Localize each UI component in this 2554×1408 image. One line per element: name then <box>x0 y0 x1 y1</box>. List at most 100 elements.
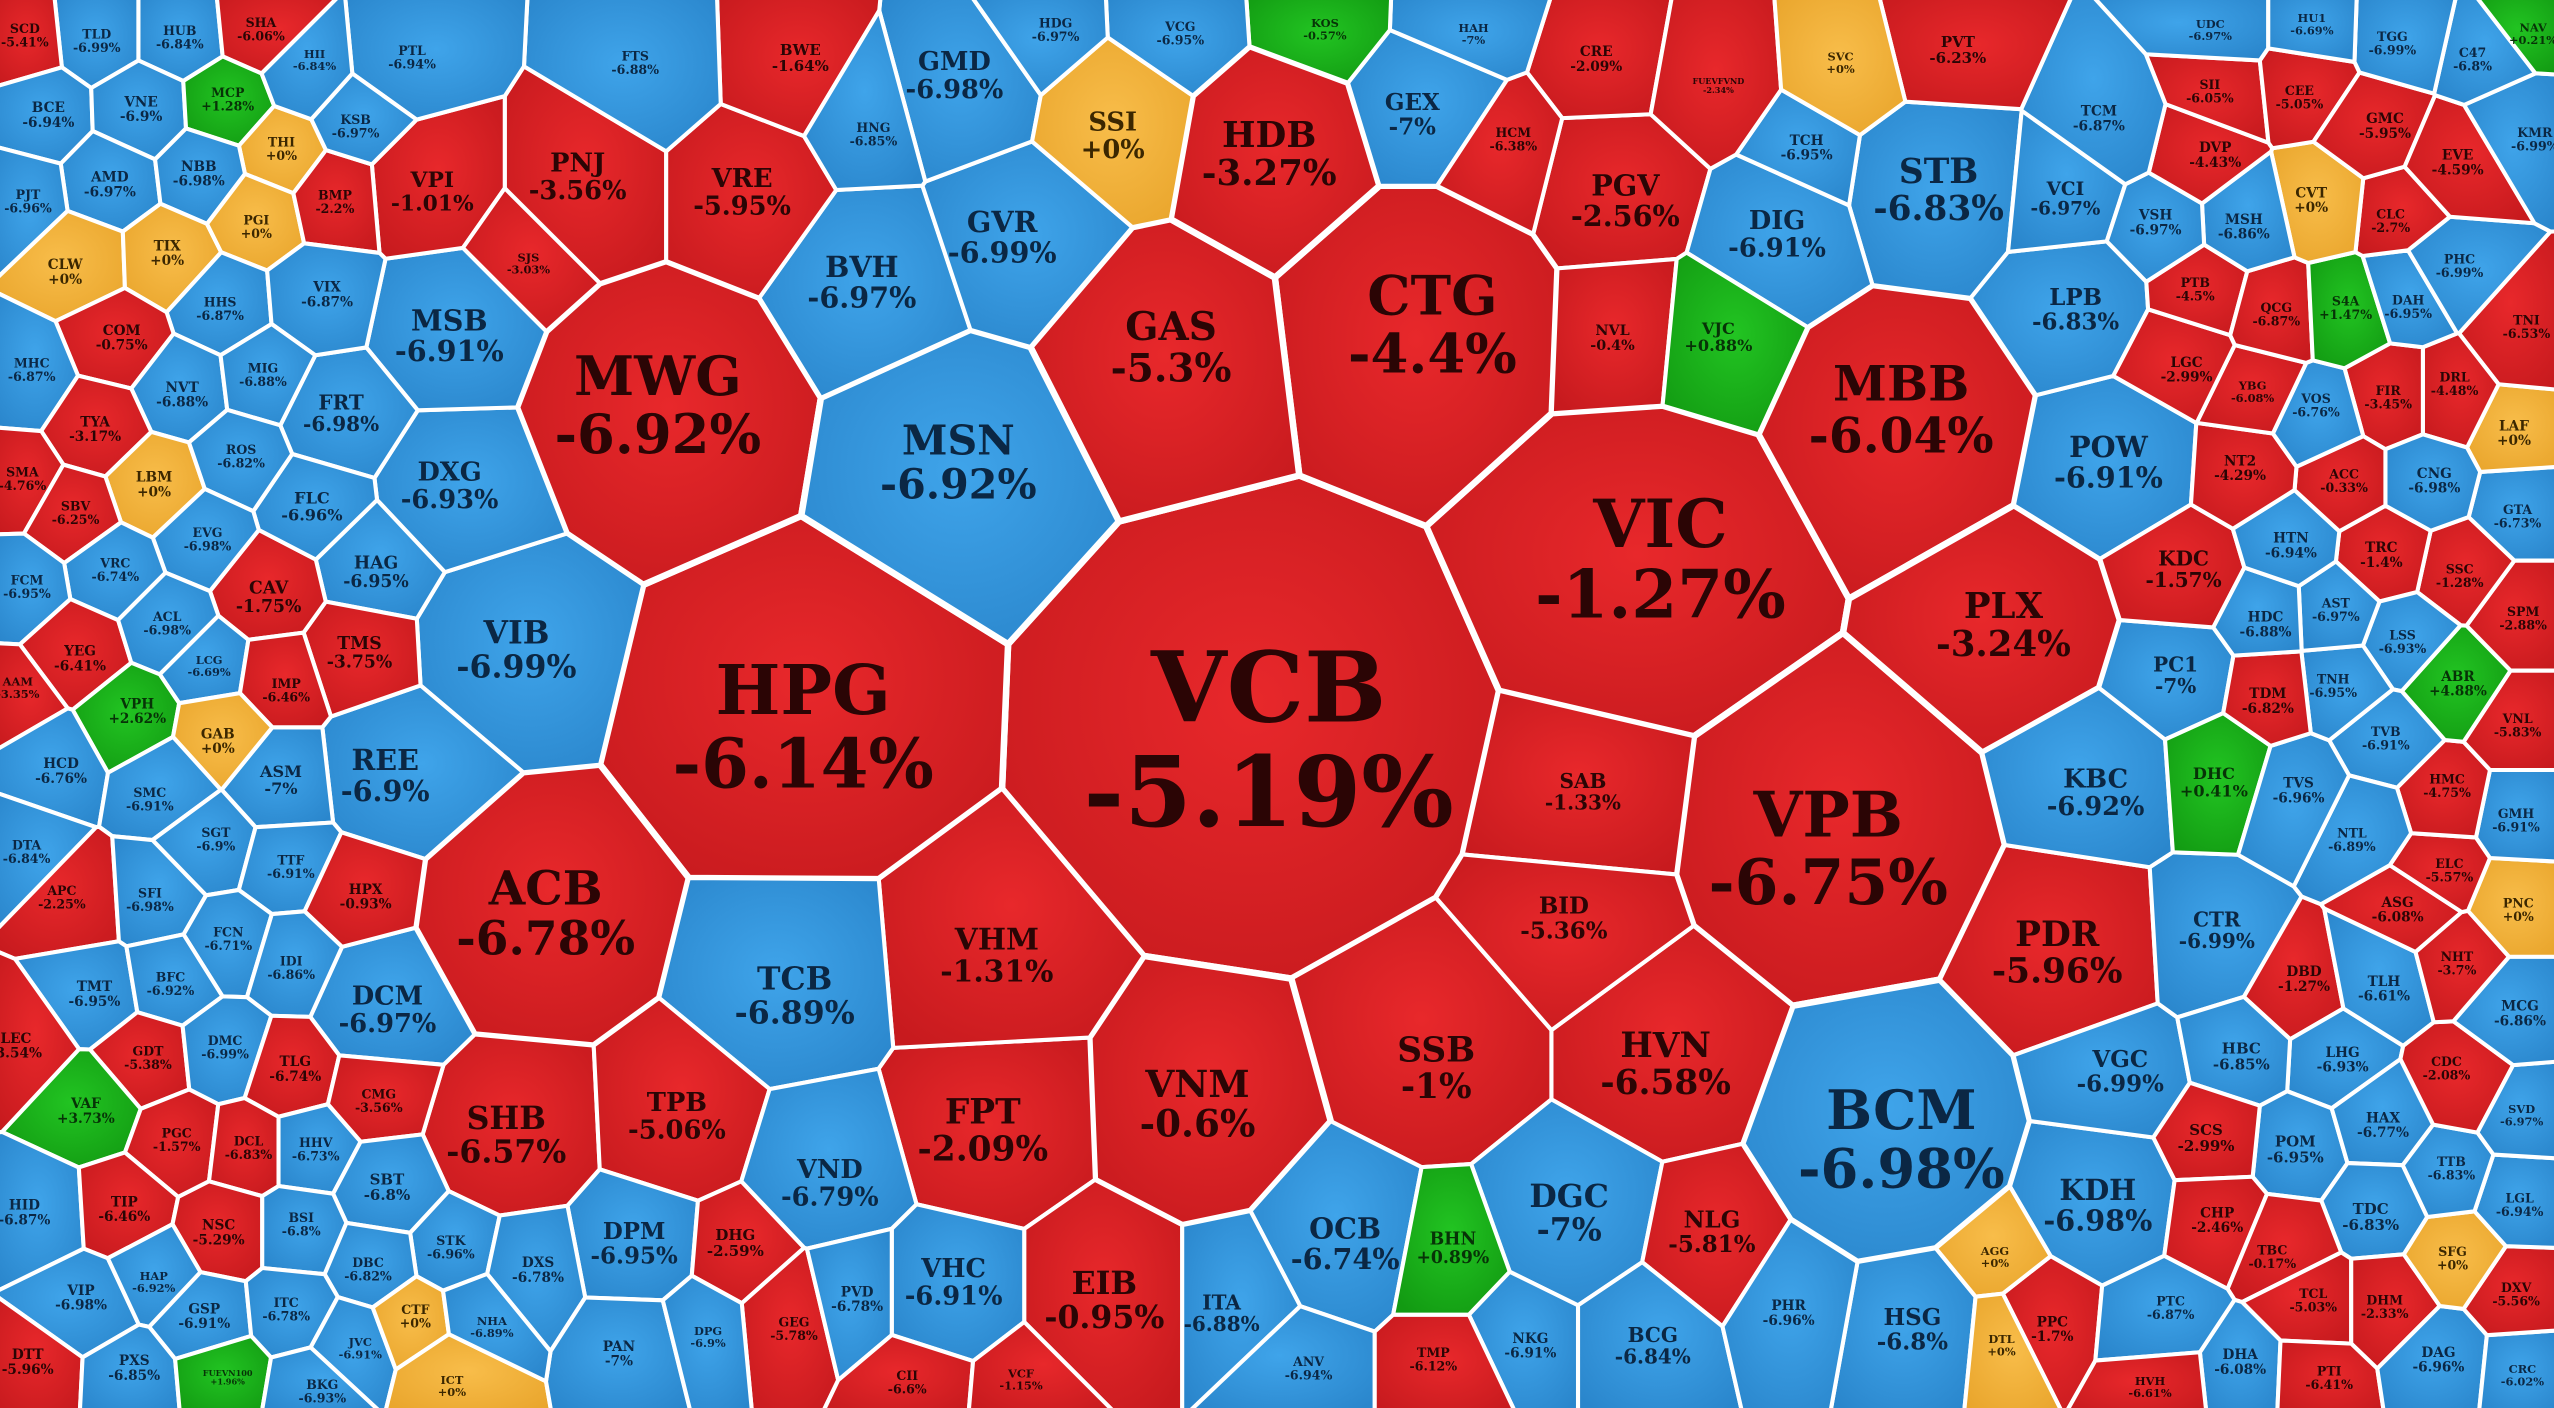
stock-cell-bhn[interactable]: BHN+0.89% <box>1391 1162 1512 1317</box>
stock-cell-dcm[interactable]: DCM-6.97% <box>308 925 477 1067</box>
stock-cell-tya[interactable]: TYA-3.17% <box>39 373 154 479</box>
stock-cell-nht[interactable]: NHT-3.7% <box>2413 908 2512 1025</box>
ticker-label: HHV <box>299 1135 333 1150</box>
stock-cell-nha[interactable]: NHA-6.89% <box>441 1271 553 1384</box>
stock-cell-dgc[interactable]: DGC-7% <box>1469 1097 1665 1308</box>
stock-cell-gas[interactable]: GAS-5.3% <box>1027 215 1303 525</box>
stock-cell-bcm[interactable]: BCM-6.98% <box>1738 976 2034 1266</box>
stock-cell-dah[interactable]: DAH-6.95% <box>2360 248 2460 350</box>
stock-cell-apc[interactable]: APC-2.25% <box>0 824 121 961</box>
stock-cell-hvh[interactable]: HVH-6.61% <box>2064 1350 2208 1408</box>
change-label: -6.88% <box>239 374 287 389</box>
stock-cell-evg[interactable]: EVG-6.98% <box>150 486 261 594</box>
stock-cell-nbb[interactable]: NBB-6.98% <box>153 126 248 226</box>
stock-cell-vhc[interactable]: VHC-6.91% <box>889 1202 1027 1364</box>
stock-cell-ita[interactable]: ITA-6.88% <box>1180 1208 1303 1408</box>
stock-cell-dcl[interactable]: DCL-6.83% <box>206 1096 281 1199</box>
stock-cell-tgg[interactable]: TGG-6.99% <box>2352 0 2458 96</box>
stock-cell-pgv[interactable]: PGV-2.56% <box>1531 112 1713 271</box>
stock-cell-crc[interactable]: CRC-6.02% <box>2477 1328 2554 1408</box>
stock-cell-tvs[interactable]: TVS-6.96% <box>2235 731 2352 889</box>
stock-cell-eib[interactable]: EIB-0.95% <box>1022 1177 1185 1408</box>
stock-cell-bsi[interactable]: BSI-6.8% <box>260 1184 349 1277</box>
stock-cell-vcb[interactable]: VCB-5.19% <box>998 472 1503 982</box>
stock-cell-ctg[interactable]: CTG-4.4% <box>1271 182 1561 530</box>
stock-cell-acb[interactable]: ACB-6.78% <box>412 761 693 1049</box>
stock-cell-pjt[interactable]: PJT-6.96% <box>0 145 70 283</box>
stock-cell-lpb[interactable]: LPB-6.83% <box>1968 239 2151 398</box>
stock-cell-nvl[interactable]: NVL-0.4% <box>1549 256 1679 416</box>
stock-cell-shb[interactable]: SHB-6.57% <box>420 1032 602 1218</box>
stock-cell-mcp[interactable]: MCP+1.28% <box>181 54 277 148</box>
stock-cell-ssi[interactable]: SSI+0% <box>1029 35 1195 230</box>
stock-cell-sjs[interactable]: SJS-3.03% <box>460 186 602 334</box>
stock-cell-ntl[interactable]: NTL-6.89% <box>2291 773 2414 907</box>
stock-cell-scs[interactable]: SCS-2.99% <box>2151 1080 2262 1183</box>
stock-cell-vpi[interactable]: VPI-1.01% <box>369 94 507 261</box>
stock-cell-pxs[interactable]: PXS-6.85% <box>78 1322 182 1408</box>
stock-cell-pvt[interactable]: PVT-6.23% <box>1877 0 2074 112</box>
ticker-label: STB <box>1899 152 1978 192</box>
stock-cell-scd[interactable]: SCD-5.41% <box>0 0 64 88</box>
stock-cell-nkg[interactable]: NKG-6.91% <box>1466 1269 1581 1408</box>
stock-cell-hhv[interactable]: HHV-6.73% <box>276 1102 363 1196</box>
stock-cell-stb[interactable]: STB-6.83% <box>1847 99 2024 300</box>
stock-cell-bvh[interactable]: BVH-6.97% <box>757 183 973 400</box>
stock-cell-gvr[interactable]: GVR-6.99% <box>920 139 1135 349</box>
stock-cell-dmc[interactable]: DMC-6.99% <box>180 994 274 1107</box>
stock-cell-kbc[interactable]: KBC-6.92% <box>1980 685 2175 870</box>
stock-cell-bfc[interactable]: BFC-6.92% <box>124 932 225 1028</box>
stock-cell-hpx[interactable]: HPX-0.93% <box>302 830 427 949</box>
stock-cell-mwg[interactable]: MWG-6.92% <box>513 257 825 589</box>
change-label: -3.35% <box>0 687 40 701</box>
stock-cell-dtl[interactable]: DTL+0% <box>1962 1291 2064 1408</box>
stock-cell-idi[interactable]: IDI-6.86% <box>244 909 345 1019</box>
stock-cell-tlh[interactable]: TLH-6.61% <box>2322 906 2436 1048</box>
stock-cell-phr[interactable]: PHR-6.96% <box>1720 1217 1860 1408</box>
stock-cell-ksb[interactable]: KSB-6.97% <box>309 71 419 167</box>
stock-cell-hii[interactable]: HII-6.84% <box>259 0 355 122</box>
stock-cell-hsg[interactable]: HSG-6.8% <box>1829 1246 1978 1408</box>
stock-cell-cdc[interactable]: CDC-2.08% <box>2398 1019 2516 1135</box>
stock-cell-vre[interactable]: VRE-5.95% <box>664 101 839 300</box>
stock-cell-dpg[interactable]: DPG-6.9% <box>660 1273 754 1408</box>
stock-cell-ssb[interactable]: SSB-1% <box>1289 895 1554 1170</box>
stock-cell-tmp[interactable]: TMP-6.12% <box>1372 1312 1517 1408</box>
stock-cell-flc[interactable]: FLC-6.96% <box>251 451 380 562</box>
stock-cell-gmd[interactable]: GMD-6.98% <box>877 0 1043 184</box>
stock-cell-vcf[interactable]: VCF-1.15% <box>966 1319 1118 1408</box>
stock-cell-fuevfvnd[interactable]: FUEVFVND-2.34% <box>1648 0 1784 171</box>
ticker-label: POW <box>2069 430 2148 464</box>
stock-cell-vic[interactable]: VIC-1.27% <box>1422 402 1853 740</box>
stock-cell-svc[interactable]: SVC+0% <box>1772 0 1908 138</box>
stock-cell-dhc[interactable]: DHC+0.41% <box>2163 711 2273 857</box>
stock-cell-vjc[interactable]: VJC+0.88% <box>1660 250 1810 437</box>
change-label: -6.74% <box>269 1069 321 1085</box>
stock-cell-tcm[interactable]: TCM-6.87% <box>2019 0 2168 187</box>
stock-cell-fpt[interactable]: FPT-2.09% <box>876 1035 1097 1231</box>
stock-cell-lcg[interactable]: LCG-6.69% <box>157 613 251 706</box>
stock-cell-hcm[interactable]: HCM-6.38% <box>1435 70 1565 236</box>
stock-cell-ptc[interactable]: PTC-6.87% <box>2093 1253 2237 1363</box>
stock-cell-nt2[interactable]: NT2-4.29% <box>2188 420 2299 531</box>
stock-cell-vgc[interactable]: VGC-6.99% <box>2011 1001 2192 1140</box>
stock-cell-dbc[interactable]: DBC-6.82% <box>322 1220 419 1310</box>
stock-cell-nav[interactable]: NAV+0.21% <box>2473 0 2554 77</box>
stock-cell-bmp[interactable]: BMP-2.2% <box>291 148 382 255</box>
ticker-label: KDC <box>2158 546 2209 570</box>
stock-cell-hng[interactable]: HNG-6.85% <box>801 8 928 193</box>
stock-cell-ros[interactable]: ROS-6.82% <box>186 407 295 514</box>
stock-cell-sab[interactable]: SAB-1.33% <box>1460 688 1697 877</box>
stock-cell-tdc[interactable]: TDC-6.83% <box>2319 1161 2430 1261</box>
stock-cell-pow[interactable]: POW-6.91% <box>2011 373 2199 561</box>
ticker-label: VIB <box>482 615 549 652</box>
stock-cell-lgl[interactable]: LGL-6.94% <box>2472 1152 2554 1250</box>
stock-cell-mig[interactable]: MIG-6.88% <box>218 321 318 428</box>
stock-cell-bid[interactable]: BID-5.36% <box>1433 852 1696 1033</box>
stock-cell-tlg[interactable]: TLG-6.74% <box>242 1013 342 1119</box>
stock-cell-vsh[interactable]: VSH-6.97% <box>2104 170 2207 284</box>
stock-cell-hdg[interactable]: HDG-6.97% <box>968 0 1110 98</box>
stock-cell-hbc[interactable]: HBC-6.85% <box>2175 994 2293 1108</box>
stock-cell-bkg[interactable]: BKG-6.93% <box>260 1345 384 1408</box>
stock-cell-vhm[interactable]: VHM-1.31% <box>876 786 1146 1050</box>
